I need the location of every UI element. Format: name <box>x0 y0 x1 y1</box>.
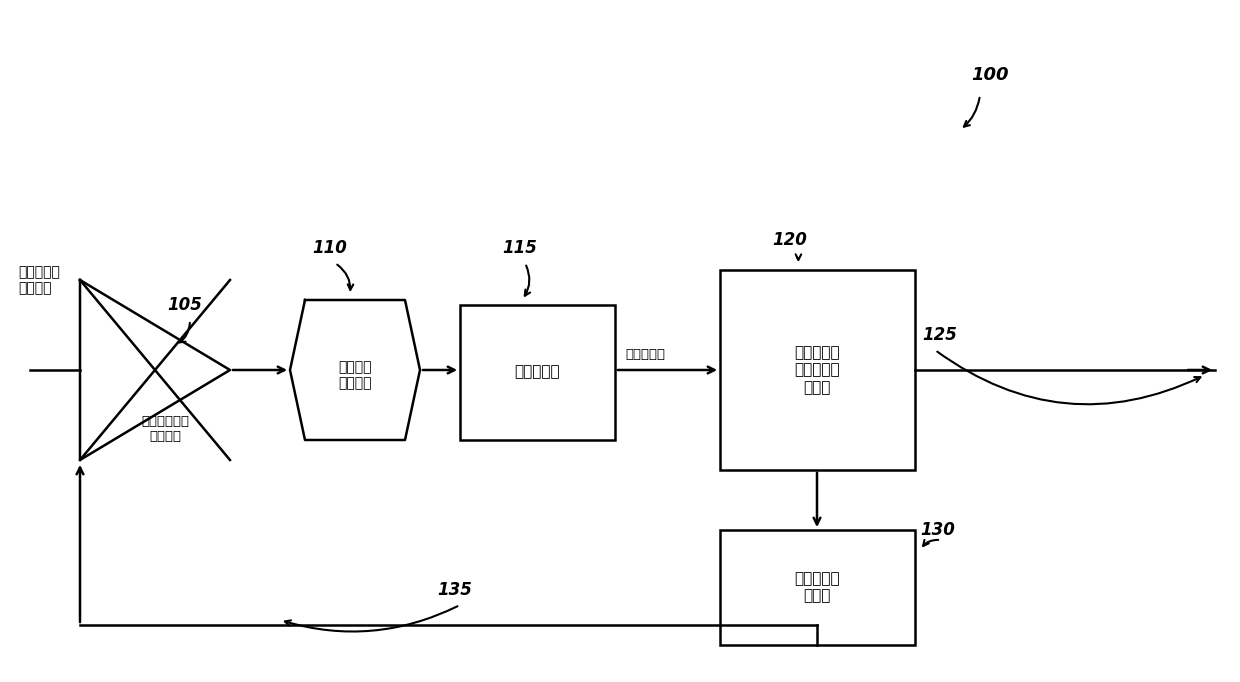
Bar <box>460 305 615 440</box>
Text: 125: 125 <box>923 326 957 344</box>
Text: 滤波器输出: 滤波器输出 <box>625 349 665 361</box>
Text: 数字滤波器: 数字滤波器 <box>515 364 559 379</box>
Text: 110: 110 <box>312 239 347 257</box>
Bar <box>720 530 915 645</box>
Text: 滤波器以及
功率测量功
能模块: 滤波器以及 功率测量功 能模块 <box>794 345 839 395</box>
Text: 120: 120 <box>773 231 807 249</box>
Text: 模拟至数字转
换器输入: 模拟至数字转 换器输入 <box>141 415 188 443</box>
Text: 130: 130 <box>920 521 956 539</box>
Bar <box>720 270 915 470</box>
Text: 可编程的增
益放大器: 可编程的增 益放大器 <box>19 265 60 295</box>
Text: 115: 115 <box>502 239 537 257</box>
Text: 135: 135 <box>438 581 472 599</box>
Text: 100: 100 <box>971 66 1009 84</box>
Text: 过载检测功
能模块: 过载检测功 能模块 <box>794 571 839 603</box>
Text: 模拟至数
字转换器: 模拟至数 字转换器 <box>339 360 372 390</box>
Text: 105: 105 <box>167 296 202 314</box>
